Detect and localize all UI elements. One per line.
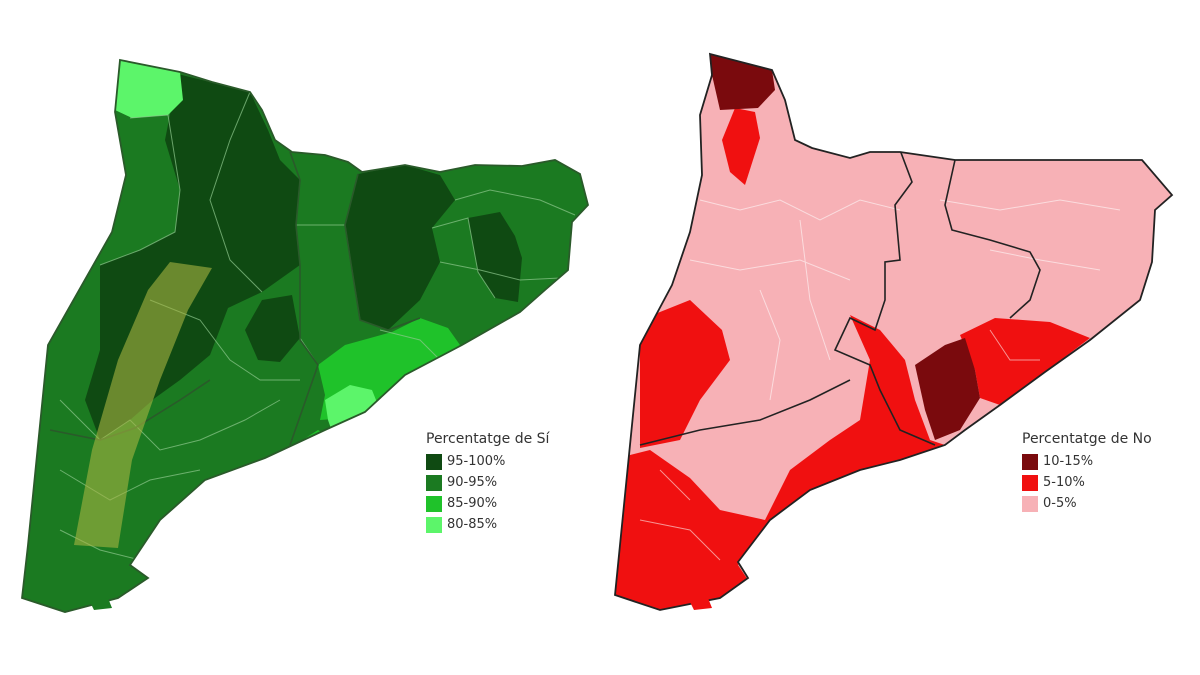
legend-no-label: 0-5% xyxy=(1043,496,1077,511)
legend-no-label: 10-15% xyxy=(1043,454,1094,469)
map-no-region-aran xyxy=(710,54,775,110)
legend-si-item: 80-85% xyxy=(426,514,549,535)
legend-si-item: 95-100% xyxy=(426,451,549,472)
map-si-islet xyxy=(90,598,112,610)
legend-si-label: 95-100% xyxy=(447,454,506,469)
map-no-outline xyxy=(614,52,1174,611)
map-si xyxy=(21,58,589,613)
legend-si-label: 90-95% xyxy=(447,475,498,490)
legend-si-swatch xyxy=(426,516,442,533)
map-si-region-ripolles xyxy=(345,165,455,330)
legend-no-item: 5-10% xyxy=(1022,472,1152,493)
map-no-region-barcelones xyxy=(915,338,980,440)
map-no xyxy=(614,52,1174,611)
legend-si-item: 85-90% xyxy=(426,493,549,514)
legend-no-swatch xyxy=(1022,495,1038,512)
map-no-region-south xyxy=(615,315,945,610)
legend-si-item: 90-95% xyxy=(426,472,549,493)
legend-no-title: Percentatge de No xyxy=(1022,431,1152,447)
map-no-region-borders xyxy=(639,199,1121,561)
legend-no: Percentatge de No 10-15% 5-10% 0-5% xyxy=(1022,431,1152,514)
map-si-overlay-band xyxy=(74,262,212,548)
map-si-region-garrotxa xyxy=(468,212,522,302)
map-no-base xyxy=(615,54,1172,610)
map-si-region-aran xyxy=(115,60,183,118)
legend-si-title: Percentatge de Sí xyxy=(426,431,550,447)
map-si-outline xyxy=(21,58,589,613)
legend-si-label: 80-85% xyxy=(447,517,498,532)
legend-si-swatch xyxy=(426,453,442,470)
map-si-region-oriental xyxy=(245,295,300,362)
map-no-region-west xyxy=(640,300,730,448)
legend-no-label: 5-10% xyxy=(1043,475,1085,490)
legend-no-swatch xyxy=(1022,474,1038,491)
legend-si-swatch xyxy=(426,474,442,491)
map-no-region-aran-south xyxy=(722,108,760,185)
map-no-province-borders xyxy=(639,149,1041,446)
map-no-region-coast xyxy=(960,318,1090,405)
legend-no-swatch xyxy=(1022,453,1038,470)
legend-si: Percentatge de Sí 95-100% 90-95% 85-90% … xyxy=(426,431,549,535)
legend-no-item: 0-5% xyxy=(1022,493,1152,514)
map-no-islet xyxy=(690,598,712,610)
legend-si-label: 85-90% xyxy=(447,496,498,511)
legend-si-swatch xyxy=(426,495,442,512)
legend-no-item: 10-15% xyxy=(1022,451,1152,472)
